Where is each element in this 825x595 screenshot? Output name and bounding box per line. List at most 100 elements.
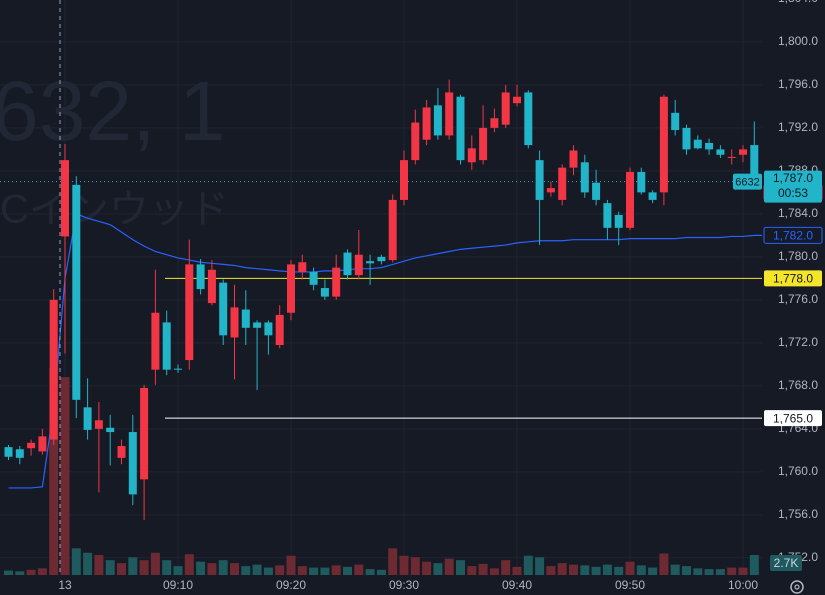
- candle-body: [275, 314, 284, 345]
- candle-body: [682, 127, 691, 150]
- ma-label-box: [763, 226, 823, 244]
- candle-body: [49, 299, 58, 440]
- candle-body: [219, 282, 228, 336]
- candle-body: [38, 436, 47, 452]
- volume-bar: [275, 565, 285, 575]
- candle-body: [513, 96, 521, 104]
- candle-body: [185, 264, 194, 361]
- symbol-code: 6632: [735, 177, 759, 189]
- volume-bar: [388, 548, 398, 575]
- candle-body: [580, 162, 589, 193]
- last-price-label: 1,787.0: [773, 171, 813, 185]
- volume-bar: [456, 560, 465, 575]
- volume-bar: [422, 561, 432, 575]
- candle-body: [422, 107, 431, 140]
- volume-bar: [263, 567, 273, 575]
- y-tick-label: 1,772.0: [778, 335, 818, 349]
- candle-body: [287, 264, 295, 313]
- y-tick-label: 1,756.0: [778, 507, 818, 521]
- y-tick-label: 1,800.0: [778, 34, 818, 48]
- candle-body: [388, 199, 397, 261]
- volume-bar: [230, 563, 239, 575]
- candle-body: [174, 368, 182, 370]
- candle-body: [298, 262, 307, 272]
- candle-body: [151, 312, 160, 370]
- candle-body: [343, 252, 352, 276]
- ma-label: 1,782.0: [773, 229, 813, 243]
- volume-bar: [173, 566, 183, 575]
- volume-bar: [715, 569, 725, 575]
- grid: [0, 0, 762, 575]
- candle-body: [614, 214, 623, 228]
- candle-body: [94, 420, 103, 429]
- y-tick-label: 1,804.0: [778, 0, 818, 5]
- watermark-name: Cインウッド: [0, 188, 229, 232]
- candle-body: [592, 182, 601, 200]
- volume-bar: [546, 566, 556, 575]
- moving-average: [8, 213, 762, 489]
- volume-bar: [26, 569, 36, 575]
- volume-bar: [196, 561, 206, 575]
- candle-body: [750, 145, 759, 182]
- volume-bar: [557, 563, 567, 575]
- candle-body: [546, 188, 555, 193]
- volume-bar: [433, 563, 443, 575]
- candle-body: [354, 254, 363, 276]
- volume-bar: [614, 566, 624, 575]
- candle-body: [332, 267, 341, 297]
- candle-body: [739, 149, 747, 155]
- volume-bar: [94, 554, 104, 575]
- price-line-label-box: [764, 270, 822, 287]
- volume-bar: [580, 565, 590, 575]
- volume-bar: [535, 557, 545, 575]
- volume-bar: [704, 569, 714, 575]
- axis-labels: 1,804.01,800.01,796.01,792.01,788.01,784…: [58, 0, 823, 592]
- settings-button[interactable]: [790, 580, 804, 594]
- candle-body: [309, 271, 318, 285]
- y-tick-label: 1,768.0: [778, 378, 818, 392]
- volume-bar: [162, 560, 172, 575]
- candle-body: [377, 256, 386, 262]
- volume-bar: [343, 566, 352, 575]
- volume-bar: [139, 560, 149, 575]
- candle-body: [106, 427, 115, 433]
- price-line-label: 1,778.0: [773, 272, 813, 286]
- symbol-box: [733, 173, 762, 190]
- volume-bar: [523, 555, 533, 575]
- volume-bar: [320, 567, 330, 575]
- x-tick-label: 13: [58, 578, 72, 592]
- candle-body: [569, 150, 578, 168]
- candle-body: [671, 112, 680, 131]
- candle-body: [479, 127, 488, 161]
- volume-bar: [218, 560, 228, 575]
- volume-bar: [4, 570, 13, 575]
- x-tick-label: 10:00: [728, 578, 758, 592]
- volume-bar: [354, 564, 364, 575]
- volume-layer: [4, 367, 759, 575]
- candle-body: [705, 142, 714, 150]
- candle-body: [659, 96, 668, 193]
- settings-icon-center[interactable]: [794, 584, 800, 590]
- candle-body: [15, 449, 24, 458]
- volume-bar: [636, 565, 646, 575]
- volume-bar: [49, 367, 59, 575]
- y-tick-label: 1,796.0: [778, 77, 818, 91]
- watermark-layer: 632, 1 Cインウッド: [0, 64, 229, 231]
- settings-icon[interactable]: [790, 580, 804, 594]
- volume-bar: [749, 554, 759, 575]
- candle-body: [716, 149, 725, 155]
- volume-bar: [207, 563, 217, 575]
- candle-body: [61, 160, 69, 237]
- volume-bar: [376, 569, 386, 575]
- candle-body: [637, 171, 646, 193]
- candle-body: [366, 261, 375, 264]
- volume-bar: [467, 566, 477, 575]
- countdown: 00:53: [778, 186, 808, 200]
- volume-bar: [738, 567, 748, 575]
- volume-bar: [184, 554, 194, 575]
- candle-body: [230, 307, 239, 338]
- volume-bar: [602, 564, 612, 575]
- volume-bar: [625, 561, 635, 575]
